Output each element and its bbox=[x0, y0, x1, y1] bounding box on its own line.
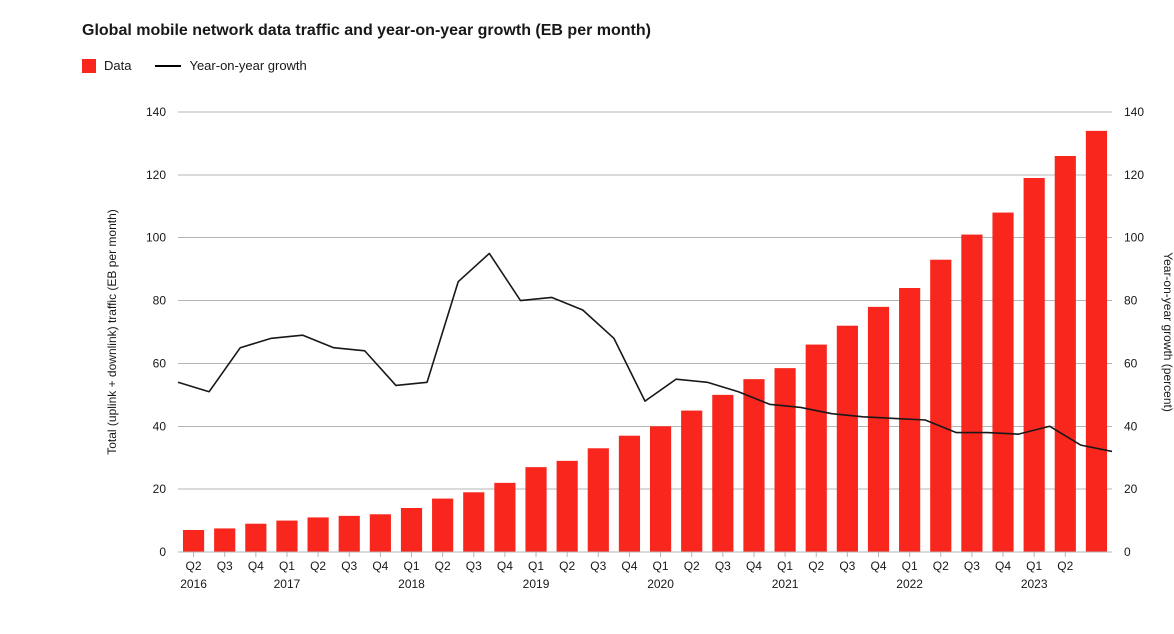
bar bbox=[992, 213, 1013, 552]
bar bbox=[370, 514, 391, 552]
legend-item-bar: Data bbox=[82, 58, 131, 73]
svg-text:Total (uplink + downlink) traf: Total (uplink + downlink) traffic (EB pe… bbox=[105, 209, 119, 455]
svg-text:Q1: Q1 bbox=[902, 559, 918, 573]
svg-text:2016: 2016 bbox=[180, 577, 207, 591]
svg-text:2023: 2023 bbox=[1021, 577, 1048, 591]
svg-text:0: 0 bbox=[159, 545, 166, 559]
svg-text:Q4: Q4 bbox=[621, 559, 637, 573]
svg-text:120: 120 bbox=[146, 168, 166, 182]
svg-text:Q2: Q2 bbox=[808, 559, 824, 573]
bar bbox=[961, 235, 982, 552]
svg-text:Q3: Q3 bbox=[964, 559, 980, 573]
legend-line-label: Year-on-year growth bbox=[189, 58, 306, 73]
svg-text:Q1: Q1 bbox=[653, 559, 669, 573]
svg-text:2018: 2018 bbox=[398, 577, 425, 591]
chart-canvas: 0 20 40 60 80 100 120 140 0 20 40 60 80 100 120 140 Q2 20… bbox=[0, 0, 1174, 634]
bar bbox=[712, 395, 733, 552]
bar bbox=[339, 516, 360, 552]
line-swatch-icon bbox=[155, 65, 181, 67]
bar bbox=[930, 260, 951, 552]
svg-text:Q1: Q1 bbox=[777, 559, 793, 573]
svg-text:Q4: Q4 bbox=[870, 559, 886, 573]
svg-text:Q3: Q3 bbox=[715, 559, 731, 573]
bar bbox=[494, 483, 515, 552]
bar bbox=[650, 426, 671, 552]
bar bbox=[401, 508, 422, 552]
svg-text:140: 140 bbox=[1124, 105, 1144, 119]
svg-text:20: 20 bbox=[153, 482, 167, 496]
svg-text:40: 40 bbox=[1124, 419, 1138, 433]
bar bbox=[276, 521, 297, 552]
svg-text:100: 100 bbox=[1124, 231, 1144, 245]
bar bbox=[868, 307, 889, 552]
legend-bar-label: Data bbox=[104, 58, 131, 73]
bar bbox=[183, 530, 204, 552]
svg-text:Q2: Q2 bbox=[310, 559, 326, 573]
chart-title: Global mobile network data traffic and y… bbox=[82, 22, 651, 40]
bar bbox=[432, 499, 453, 552]
svg-text:Year-on-year growth (percent): Year-on-year growth (percent) bbox=[1161, 252, 1174, 412]
svg-text:Q3: Q3 bbox=[341, 559, 357, 573]
svg-text:140: 140 bbox=[146, 105, 166, 119]
bar bbox=[1086, 131, 1107, 552]
svg-text:Q2: Q2 bbox=[186, 559, 202, 573]
svg-text:Q1: Q1 bbox=[528, 559, 544, 573]
svg-text:Q1: Q1 bbox=[1026, 559, 1042, 573]
svg-text:Q3: Q3 bbox=[590, 559, 606, 573]
svg-text:Q2: Q2 bbox=[1057, 559, 1073, 573]
svg-text:2019: 2019 bbox=[523, 577, 550, 591]
bar-swatch-icon bbox=[82, 59, 96, 73]
svg-text:0: 0 bbox=[1124, 545, 1131, 559]
svg-text:Q1: Q1 bbox=[403, 559, 419, 573]
bar bbox=[1024, 178, 1045, 552]
svg-text:Q4: Q4 bbox=[497, 559, 513, 573]
bar bbox=[308, 517, 329, 552]
svg-text:Q4: Q4 bbox=[248, 559, 264, 573]
svg-text:2020: 2020 bbox=[647, 577, 674, 591]
legend-item-line: Year-on-year growth bbox=[155, 58, 306, 73]
bar bbox=[1055, 156, 1076, 552]
svg-text:60: 60 bbox=[153, 356, 167, 370]
svg-text:Q3: Q3 bbox=[217, 559, 233, 573]
svg-text:120: 120 bbox=[1124, 168, 1144, 182]
bar bbox=[743, 379, 764, 552]
svg-text:40: 40 bbox=[153, 419, 167, 433]
bar bbox=[775, 368, 796, 552]
svg-text:Q3: Q3 bbox=[466, 559, 482, 573]
svg-text:80: 80 bbox=[1124, 294, 1138, 308]
svg-text:Q2: Q2 bbox=[933, 559, 949, 573]
bar bbox=[245, 524, 266, 552]
svg-text:Q4: Q4 bbox=[746, 559, 762, 573]
svg-text:Q4: Q4 bbox=[372, 559, 388, 573]
svg-text:2022: 2022 bbox=[896, 577, 923, 591]
svg-text:Q4: Q4 bbox=[995, 559, 1011, 573]
svg-text:Q2: Q2 bbox=[684, 559, 700, 573]
bar bbox=[557, 461, 578, 552]
bar bbox=[214, 528, 235, 552]
bar bbox=[837, 326, 858, 552]
bar bbox=[588, 448, 609, 552]
svg-text:Q1: Q1 bbox=[279, 559, 295, 573]
svg-text:100: 100 bbox=[146, 231, 166, 245]
bar bbox=[463, 492, 484, 552]
bar bbox=[806, 345, 827, 552]
bar bbox=[681, 411, 702, 552]
svg-text:60: 60 bbox=[1124, 356, 1138, 370]
svg-text:2021: 2021 bbox=[772, 577, 799, 591]
svg-text:20: 20 bbox=[1124, 482, 1138, 496]
svg-text:80: 80 bbox=[153, 294, 167, 308]
svg-text:Q3: Q3 bbox=[839, 559, 855, 573]
svg-text:Q2: Q2 bbox=[559, 559, 575, 573]
legend: Data Year-on-year growth bbox=[82, 58, 307, 73]
bar bbox=[525, 467, 546, 552]
svg-text:2017: 2017 bbox=[274, 577, 301, 591]
svg-text:Q2: Q2 bbox=[435, 559, 451, 573]
bar bbox=[619, 436, 640, 552]
